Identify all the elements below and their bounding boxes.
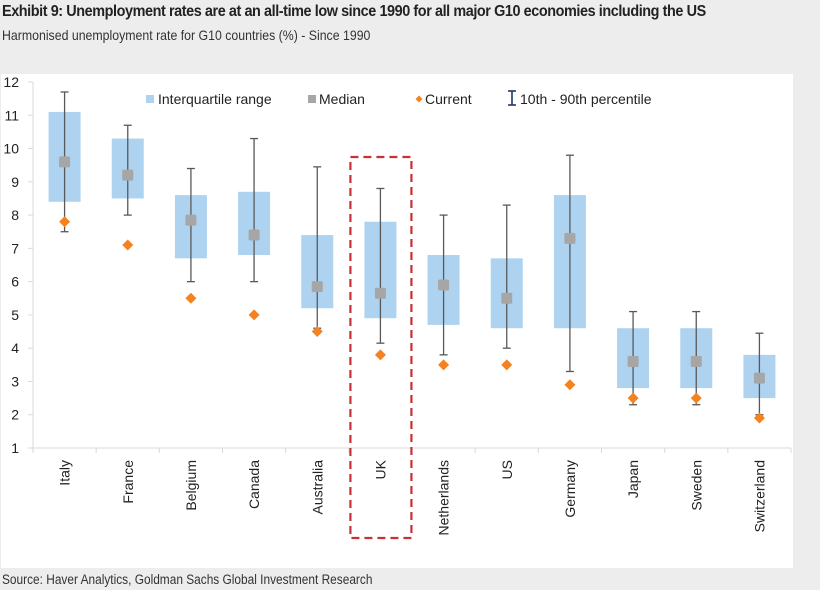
legend: Interquartile range Median Current 10th … xyxy=(146,90,652,107)
current-marker xyxy=(59,216,71,228)
box-group xyxy=(617,310,650,406)
median-marker xyxy=(753,372,765,384)
y-tick-label: 11 xyxy=(4,107,19,123)
chart-subtitle: Harmonised unemployment rate for G10 cou… xyxy=(2,27,371,43)
chart-panel: 1 2 3 4 5 6 7 8 9 10 11 12 Italy France Belgium Canada… xyxy=(1,74,793,568)
y-tick-label: 12 xyxy=(3,74,19,90)
y-tick-label: 2 xyxy=(11,407,19,423)
y-tick-label: 1 xyxy=(11,440,19,456)
box-group xyxy=(743,332,776,424)
source-note: Source: Haver Analytics, Goldman Sachs G… xyxy=(2,572,373,587)
current-marker xyxy=(311,326,323,338)
x-tick-label: Netherlands xyxy=(436,460,452,535)
x-tick-label: Belgium xyxy=(183,460,199,511)
y-tick-label: 6 xyxy=(11,274,19,290)
median-marker xyxy=(690,355,702,367)
current-marker xyxy=(374,349,386,361)
highlight-box xyxy=(349,155,413,540)
current-marker xyxy=(690,392,702,404)
current-marker xyxy=(501,359,513,371)
box-group xyxy=(174,167,207,304)
legend-current-diamond-icon xyxy=(415,95,423,103)
current-marker xyxy=(248,309,260,321)
y-tick-label: 9 xyxy=(11,174,19,190)
x-tick-label: Germany xyxy=(562,460,578,518)
x-tick-label: Sweden xyxy=(688,460,704,511)
box-group xyxy=(490,204,523,371)
box-group xyxy=(301,166,334,338)
box-group xyxy=(364,187,397,361)
legend-whisker-icon xyxy=(508,90,516,106)
y-tick-label: 3 xyxy=(11,373,19,389)
chart-title: Exhibit 9: Unemployment rates are at an … xyxy=(2,3,706,20)
legend-iqr-label: Interquartile range xyxy=(158,91,272,107)
median-marker xyxy=(374,287,386,299)
current-marker xyxy=(627,392,639,404)
current-marker xyxy=(753,412,765,424)
boxes-layer xyxy=(48,91,776,424)
median-marker xyxy=(438,279,450,291)
median-marker xyxy=(627,355,639,367)
y-tick-label: 8 xyxy=(11,207,19,223)
y-tick-label: 7 xyxy=(11,240,19,256)
highlight-layer xyxy=(349,155,413,540)
y-tick-label: 4 xyxy=(11,340,19,356)
x-tick-label: Italy xyxy=(57,460,73,486)
x-tick-label: France xyxy=(120,460,136,504)
x-tick-label: Canada xyxy=(246,460,262,509)
legend-iqr-swatch xyxy=(146,95,154,103)
x-tick-label: Switzerland xyxy=(751,460,767,532)
current-marker xyxy=(122,239,134,251)
x-tick-label: Japan xyxy=(625,460,641,498)
median-marker xyxy=(311,281,323,293)
legend-current-label: Current xyxy=(425,91,472,107)
x-tick-label: UK xyxy=(372,459,388,479)
median-marker xyxy=(122,169,134,181)
median-marker xyxy=(248,229,260,241)
current-marker xyxy=(564,379,576,391)
box-group xyxy=(680,310,713,406)
y-tick-label: 10 xyxy=(3,141,19,157)
median-marker xyxy=(59,156,71,168)
box-group xyxy=(238,137,271,321)
legend-whisker-label: 10th - 90th percentile xyxy=(520,91,652,107)
x-tick-label: Australia xyxy=(309,460,325,515)
box-group xyxy=(48,91,81,233)
legend-median-label: Median xyxy=(319,91,365,107)
current-marker xyxy=(438,359,450,371)
box-group xyxy=(553,154,586,391)
y-tick-label: 5 xyxy=(11,307,19,323)
x-tick-label: US xyxy=(499,460,515,479)
median-marker xyxy=(501,292,513,304)
median-marker xyxy=(185,214,197,226)
legend-median-swatch xyxy=(308,95,316,103)
median-marker xyxy=(564,232,576,244)
current-marker xyxy=(185,292,197,304)
box-group xyxy=(427,214,460,371)
box-group xyxy=(111,124,144,251)
